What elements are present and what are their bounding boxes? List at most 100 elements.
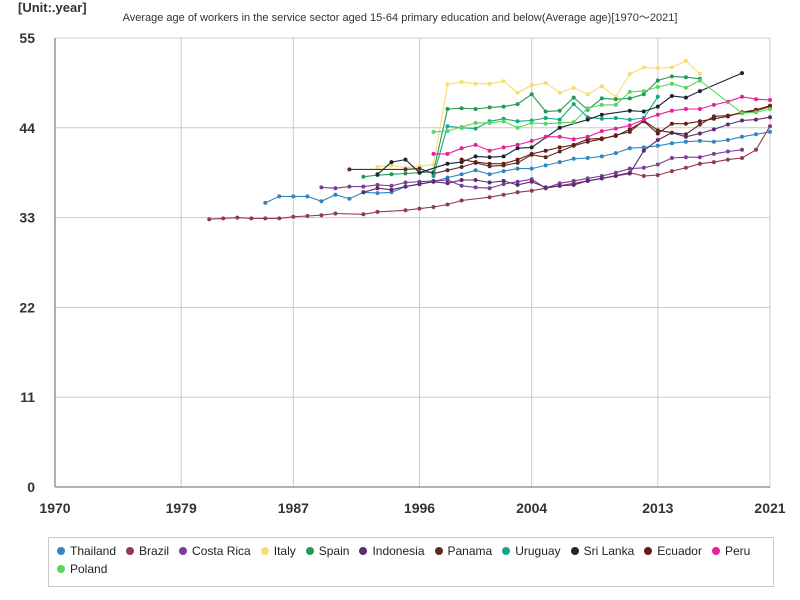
data-point	[740, 156, 744, 160]
data-point	[571, 142, 576, 147]
legend-label: Poland	[70, 562, 108, 576]
legend-swatch	[570, 547, 579, 555]
data-point	[473, 107, 478, 111]
legend-item-indonesia[interactable]: Indonesia	[359, 544, 425, 558]
data-point	[459, 172, 464, 177]
legend-item-spain[interactable]: Spain	[305, 544, 349, 558]
x-tick-label: 2013	[642, 500, 673, 516]
data-point	[655, 131, 660, 136]
legend-item-panama[interactable]: Panama	[434, 544, 492, 558]
data-point	[333, 211, 338, 216]
legend-item-peru[interactable]: Peru	[711, 544, 751, 558]
data-point	[655, 78, 660, 83]
legend-item-sri-lanka[interactable]: Sri Lanka	[570, 544, 635, 558]
data-point	[529, 151, 534, 156]
data-point	[613, 170, 618, 175]
legend-item-brazil[interactable]: Brazil	[126, 544, 169, 558]
data-point	[683, 165, 688, 170]
data-point	[571, 120, 576, 125]
data-point	[683, 75, 688, 80]
legend-label: Uruguay	[515, 544, 561, 558]
data-point	[557, 149, 562, 154]
legend-swatch	[126, 547, 135, 555]
data-point	[389, 160, 394, 165]
x-tick-label: 1996	[404, 500, 435, 516]
data-point	[754, 110, 758, 115]
data-point	[445, 151, 450, 156]
data-point	[768, 124, 772, 129]
data-point	[697, 122, 702, 127]
data-point	[361, 174, 366, 179]
data-point	[375, 191, 380, 196]
legend-item-italy[interactable]: Italy	[260, 544, 296, 558]
data-point	[627, 108, 632, 113]
data-point	[487, 155, 492, 160]
data-point	[557, 134, 562, 139]
data-point	[655, 143, 660, 148]
data-point	[487, 195, 492, 200]
data-point	[431, 129, 436, 134]
legend-label: Thailand	[70, 544, 117, 558]
data-point	[417, 170, 422, 175]
data-point	[571, 178, 576, 183]
data-point	[501, 79, 506, 84]
chart-title: Average age of workers in the service se…	[122, 12, 678, 24]
data-point	[515, 102, 520, 107]
data-point	[655, 138, 660, 142]
legend-label: Sri Lanka	[583, 544, 635, 558]
data-point	[529, 179, 534, 184]
data-point	[501, 119, 506, 124]
data-point	[599, 102, 604, 107]
data-point	[641, 65, 646, 70]
y-tick-label: 55	[19, 30, 35, 46]
data-point	[515, 166, 520, 171]
data-point	[375, 209, 380, 214]
data-point	[627, 71, 632, 76]
data-point	[487, 120, 492, 125]
y-tick-label: 33	[19, 210, 35, 226]
data-point	[740, 147, 744, 152]
data-point	[557, 117, 562, 122]
data-point	[768, 115, 772, 120]
legend-swatch	[57, 547, 65, 555]
data-point	[473, 185, 478, 190]
data-point	[613, 174, 618, 178]
data-point	[445, 181, 450, 186]
data-point	[571, 95, 576, 100]
data-point	[445, 178, 450, 182]
legend-swatch	[57, 565, 65, 573]
data-point	[697, 71, 702, 76]
legend-item-costa-rica[interactable]: Costa Rica	[179, 544, 251, 558]
x-tick-label: 2021	[754, 500, 785, 516]
legend-item-uruguay[interactable]: Uruguay	[502, 544, 561, 558]
data-point	[740, 71, 744, 76]
data-point	[669, 81, 674, 86]
data-point	[557, 108, 562, 113]
data-point	[585, 106, 590, 111]
data-point	[557, 120, 562, 125]
data-point	[501, 104, 506, 109]
legend-swatch	[434, 547, 443, 555]
data-point	[697, 138, 702, 143]
data-point	[543, 148, 548, 153]
series-italy	[375, 58, 702, 170]
data-point	[613, 97, 618, 102]
y-tick-label: 11	[20, 389, 35, 405]
legend-item-thailand[interactable]: Thailand	[57, 544, 116, 558]
data-point	[599, 96, 604, 101]
tick-labels: 0 11 22 33 44 55 1970 1979 1987 1996 2004 2013 2021	[19, 30, 785, 516]
data-point	[529, 92, 534, 97]
legend-item-poland[interactable]: Poland	[57, 562, 107, 576]
data-point	[669, 169, 674, 174]
data-point	[655, 128, 660, 133]
data-point	[543, 80, 548, 85]
legend-swatch	[305, 547, 314, 555]
legend-label: Ecuador	[657, 544, 702, 558]
data-point	[403, 171, 408, 176]
data-point	[207, 217, 212, 222]
data-point	[515, 119, 520, 124]
data-point	[585, 134, 590, 139]
legend-label: Peru	[724, 544, 751, 558]
legend-item-ecuador[interactable]: Ecuador	[644, 544, 702, 558]
data-point	[768, 107, 772, 111]
